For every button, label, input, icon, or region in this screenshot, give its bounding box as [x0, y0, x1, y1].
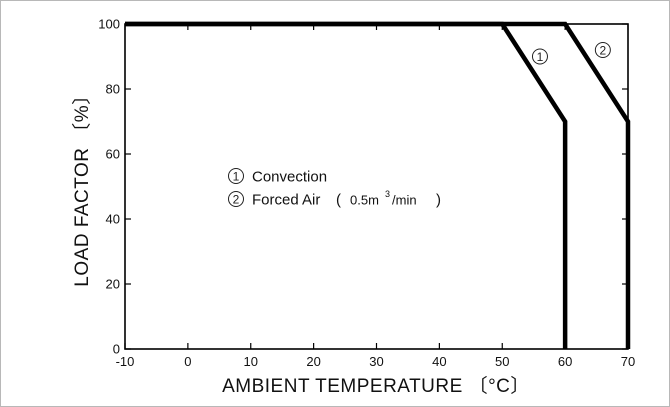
- legend-label-convection: Convection: [252, 169, 327, 186]
- y-tick-label: 100: [98, 17, 120, 32]
- x-tick-label: 60: [558, 354, 572, 369]
- series-line-2: [125, 24, 628, 349]
- x-axis-label: AMBIENT TEMPERATURE 〔°C〕: [222, 375, 530, 397]
- y-tick-label: 20: [106, 277, 120, 292]
- legend-marker-1-text: 1: [233, 170, 240, 184]
- y-tick-label: 80: [106, 82, 120, 97]
- legend-flow-unit: /min: [392, 193, 417, 208]
- x-tick-label: 50: [495, 354, 509, 369]
- plot-area: [125, 24, 628, 349]
- x-tick-label: 0: [184, 354, 191, 369]
- legend-paren-open: (: [336, 192, 341, 209]
- legend-marker-2-text: 2: [233, 193, 240, 207]
- x-tick-label: -10: [116, 354, 135, 369]
- x-tick-label: 30: [369, 354, 383, 369]
- legend-label-forced-air: Forced Air: [252, 192, 320, 209]
- curve-marker-text-2: 2: [600, 44, 607, 58]
- curve-marker-text-1: 1: [537, 50, 544, 64]
- series-line-1: [125, 24, 565, 349]
- legend-paren-close: ): [436, 192, 441, 209]
- x-tick-label: 20: [306, 354, 320, 369]
- legend-flow-value: 0.5m: [350, 193, 379, 208]
- legend-item-forced-air: 2 Forced Air ( 0.5m 3 /min ): [229, 189, 442, 209]
- x-tick-label: 10: [244, 354, 258, 369]
- y-axis-label: LOAD FACTOR 〔%〕: [71, 85, 93, 286]
- x-tick-label: 40: [432, 354, 446, 369]
- legend-flow-sup: 3: [385, 189, 390, 199]
- y-tick-label: 60: [106, 147, 120, 162]
- x-tick-label: 70: [621, 354, 635, 369]
- series-layer: [125, 24, 628, 349]
- legend-item-convection: 1 Convection: [229, 169, 328, 186]
- legend: 1 Convection 2 Forced Air ( 0.5m 3 /min …: [229, 169, 442, 209]
- y-tick-label: 40: [106, 212, 120, 227]
